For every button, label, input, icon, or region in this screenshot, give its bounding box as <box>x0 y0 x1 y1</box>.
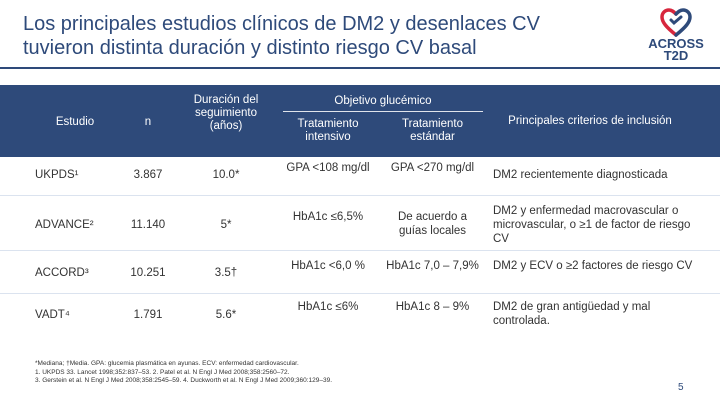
table-row-4-intensivo: HbA1c ≤6% <box>297 301 359 313</box>
table-row-4-n: 1.791 <box>133 309 163 321</box>
table-row-3-duracion: 3.5† <box>214 267 238 279</box>
footnotes: *Mediana; †Media. GPA: glucemia plasmáti… <box>35 360 332 386</box>
row-divider <box>0 250 720 251</box>
across-t2d-logo: ACROSS T2D <box>645 8 707 66</box>
footnote-line-3: 3. Gerstein et al. N Engl J Med 2008;358… <box>35 377 333 384</box>
table-row-2-n: 11.140 <box>130 219 166 231</box>
header-duracion: Duración del seguimiento (años) <box>193 94 259 132</box>
table-row-4-criterios: DM2 de gran antigüedad y mal controlada. <box>493 301 651 327</box>
table-row-3-n: 10.251 <box>130 267 166 279</box>
table-row-2-duracion: 5* <box>220 219 232 231</box>
table-row-1-estudio: UKPDS¹ <box>35 169 79 181</box>
header-objetivo: Objetivo glucémico <box>334 95 432 107</box>
title-divider <box>0 67 720 69</box>
footnote-line-1: *Mediana; †Media. GPA: glucemia plasmáti… <box>35 360 299 367</box>
header-estudio: Estudio <box>55 116 95 128</box>
table-row-1-intensivo: GPA <108 mg/dl <box>286 162 370 174</box>
table-row-2-criterios: DM2 y enfermedad macrovascular o microva… <box>493 205 691 245</box>
heart-icon <box>660 8 692 37</box>
table-row-3-estudio: ACCORD³ <box>35 267 89 279</box>
table-row-2-estandar: De acuerdo a guías locales <box>397 211 468 237</box>
footnote-line-2: 1. UKPDS 33. Lancet 1998;352:837–53. 2. … <box>35 368 290 376</box>
header-n: n <box>144 116 152 128</box>
header-objetivo-underline <box>283 111 483 112</box>
table-row-2-estudio: ADVANCE² <box>35 219 94 231</box>
table-row-3-intensivo: HbA1c <6,0 % <box>291 260 365 272</box>
header-criterios: Principales criterios de inclusión <box>508 115 672 127</box>
logo-text-line2: T2D <box>663 48 689 63</box>
table-row-3-criterios: DM2 y ECV o ≥2 factores de riesgo CV <box>493 260 693 272</box>
table-row-1-duracion: 10.0* <box>212 169 240 181</box>
table-row-1-criterios: DM2 recientemente diagnosticada <box>493 169 668 181</box>
row-divider <box>0 293 720 294</box>
logo-text-line1: ACROSS <box>648 36 704 51</box>
slide-title: Los principales estudios clínicos de DM2… <box>23 13 540 59</box>
table-row-2-intensivo: HbA1c ≤6,5% <box>292 211 364 223</box>
page-number: 5 <box>678 382 684 393</box>
table-row-1-estandar: GPA <270 mg/dl <box>390 162 475 174</box>
table-header <box>0 85 720 157</box>
table-row-4-estudio: VADT⁴ <box>35 309 70 321</box>
table-row-4-estandar: HbA1c 8 – 9% <box>395 301 470 313</box>
table-row-4-duracion: 5.6* <box>215 309 237 321</box>
table-row-3-estandar: HbA1c 7,0 – 7,9% <box>386 260 479 272</box>
header-intensivo: Tratamiento intensivo <box>297 118 359 143</box>
row-divider <box>0 195 720 196</box>
table-row-1-n: 3.867 <box>133 169 163 181</box>
header-estandar: Tratamiento estándar <box>402 118 463 143</box>
